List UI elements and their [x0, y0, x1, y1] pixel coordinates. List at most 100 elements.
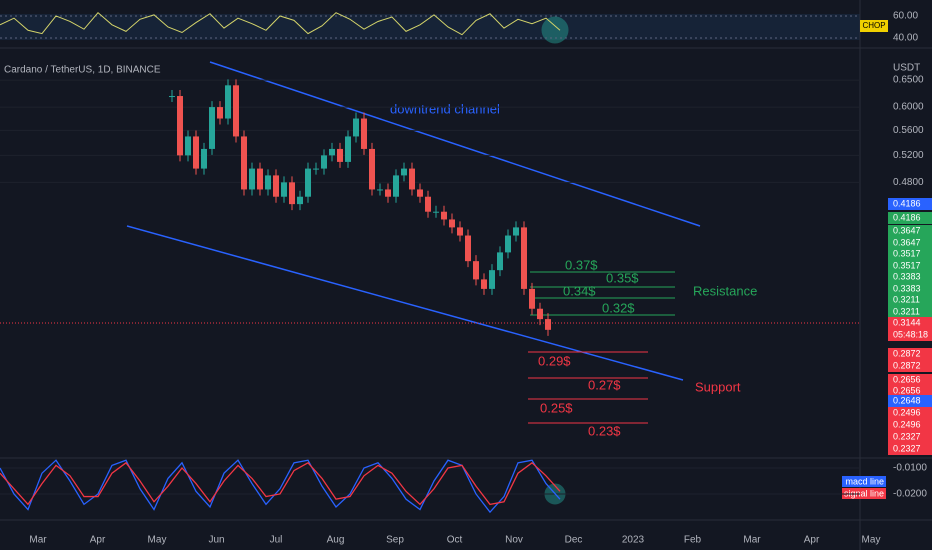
price-badge-label: 0.3517 — [893, 260, 921, 270]
level-label: 0.35$ — [606, 270, 639, 285]
price-badge-label: 0.3517 — [893, 248, 921, 258]
highlight-circle — [541, 16, 569, 44]
price-badge-label: 0.3647 — [893, 237, 921, 247]
price-badge — [888, 419, 932, 431]
price-badge-label: 0.3211 — [893, 306, 920, 316]
x-tick-label: Apr — [804, 535, 820, 546]
price-badge-label: 0.2656 — [893, 374, 921, 384]
price-badge — [888, 283, 932, 295]
price-badge-label: 0.3383 — [893, 283, 921, 293]
price-badge — [888, 407, 932, 419]
y-tick-label: 60.00 — [893, 11, 918, 22]
price-badge-label: 0.3144 — [893, 317, 921, 327]
candle-body — [409, 168, 415, 190]
resistance-lines — [530, 271, 675, 316]
y-tick-label: 0.6500 — [893, 75, 924, 86]
signal-line — [0, 461, 561, 506]
x-tick-label: Oct — [447, 535, 463, 546]
candle-body — [193, 136, 199, 169]
legend-badge — [842, 488, 886, 499]
candle-body — [545, 319, 551, 330]
candle-body — [369, 148, 375, 190]
price-badge — [888, 431, 932, 443]
y-tick-label: 0.6000 — [893, 102, 924, 113]
candle-body — [313, 168, 319, 170]
price-badge — [888, 260, 932, 272]
y-tick-label: 0.5200 — [893, 150, 924, 161]
level-label: 0.37$ — [565, 257, 598, 272]
candle-body — [265, 175, 271, 190]
price-badge-label: 0.2872 — [893, 360, 921, 370]
candle-body — [417, 189, 423, 197]
candle-body — [305, 168, 311, 197]
candle-body — [505, 235, 511, 253]
channel-upper — [209, 61, 701, 227]
candle-body — [441, 211, 447, 220]
y-tick-label: -0.0100 — [893, 463, 927, 474]
x-tick-label: Nov — [505, 535, 523, 546]
candle-body — [321, 155, 327, 169]
candle-body — [473, 261, 479, 280]
price-badge — [888, 306, 932, 318]
candle-body — [529, 288, 535, 309]
candle-body — [433, 211, 439, 213]
candle-body — [201, 148, 207, 169]
x-tick-label: Dec — [565, 535, 583, 546]
candle-body — [329, 148, 335, 156]
price-badge-label: 0.2656 — [893, 385, 921, 395]
candle-body — [257, 168, 263, 190]
candle-body — [177, 96, 183, 156]
price-badge — [888, 225, 932, 237]
candle-body — [481, 279, 487, 289]
candle-body — [345, 136, 351, 162]
x-tick-label: Mar — [29, 535, 47, 546]
channel-label: downtrend channel — [390, 101, 500, 116]
price-badge — [888, 395, 932, 407]
channel-lower — [126, 225, 684, 381]
price-badge — [888, 385, 932, 397]
chop-label: CHOP — [862, 21, 885, 30]
support-label: Support — [695, 379, 741, 394]
x-tick-label: 2023 — [622, 535, 645, 546]
price-badge — [888, 329, 932, 341]
price-badge — [888, 212, 932, 224]
price-badge — [888, 198, 932, 210]
price-badge-label: 0.2327 — [893, 443, 921, 453]
price-badge-label: 0.2496 — [893, 407, 921, 417]
candle-body — [457, 227, 463, 236]
resistance-label: Resistance — [693, 283, 757, 298]
level-label: 0.34$ — [563, 283, 596, 298]
price-badge-label: 05:48:18 — [893, 329, 928, 339]
x-tick-label: Mar — [743, 535, 761, 546]
symbol-title: Cardano / TetherUS, 1D, BINANCE — [4, 65, 161, 76]
x-tick-label: Sep — [386, 535, 404, 546]
candle-body — [241, 136, 247, 190]
level-label: 0.27$ — [588, 377, 621, 392]
price-badge — [888, 271, 932, 283]
candle-body — [289, 182, 295, 205]
candle-body — [425, 196, 431, 212]
x-tick-label: Feb — [684, 535, 702, 546]
x-tick-label: Apr — [90, 535, 106, 546]
candle-body — [465, 235, 471, 262]
candle-body — [377, 189, 383, 191]
candle-body — [513, 227, 519, 236]
price-badge — [888, 374, 932, 386]
candle-body — [337, 148, 343, 162]
y-tick-label: -0.0200 — [893, 489, 927, 500]
currency: USDT — [893, 63, 920, 74]
candle-body — [497, 252, 503, 271]
price-badge-label: 0.3211 — [893, 294, 920, 304]
x-tick-label: Jul — [270, 535, 283, 546]
candle-body — [273, 175, 279, 197]
legend-entry: signal line — [844, 488, 884, 498]
macd-line — [0, 459, 561, 514]
candle-body — [169, 96, 175, 98]
x-tick-label: May — [148, 535, 167, 546]
candle-body — [353, 118, 359, 137]
candle-body — [401, 168, 407, 176]
level-label: 0.25$ — [540, 400, 573, 415]
price-badge — [888, 443, 932, 455]
candle-body — [217, 107, 223, 119]
